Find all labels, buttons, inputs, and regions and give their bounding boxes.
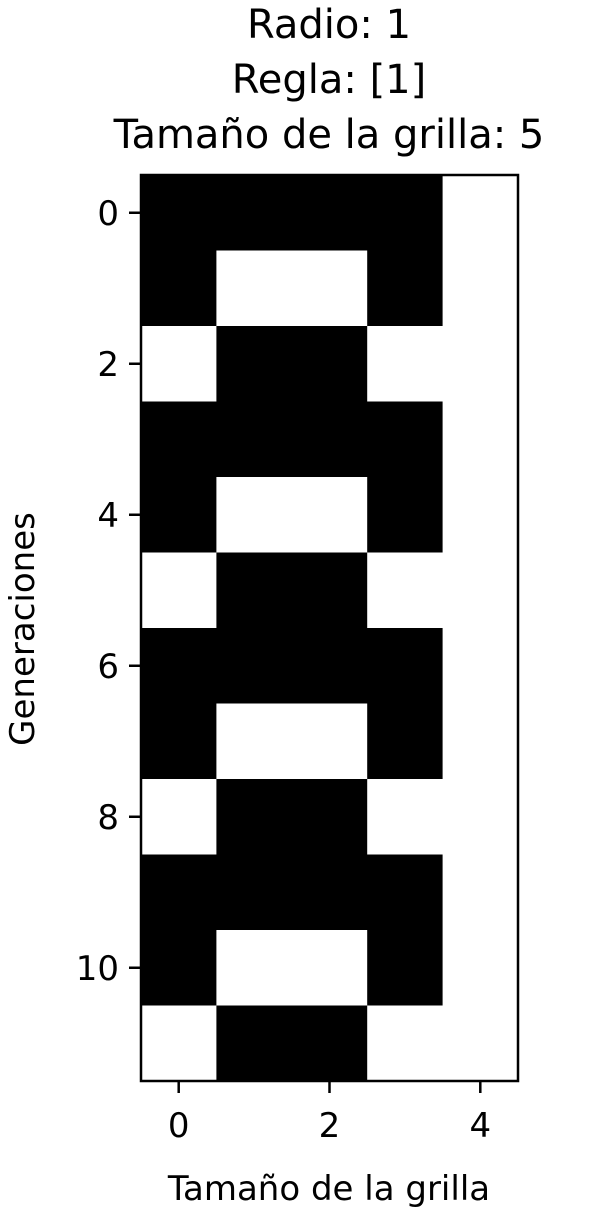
heatmap-cell-r11-c3 [367,1005,444,1082]
heatmap-cell-r0-c2 [291,175,368,252]
heatmap-cell-r5-c0 [141,552,217,629]
chart-title: Radio: 1 Regla: [1] Tamaño de la grilla:… [113,2,545,158]
heatmap-cell-r11-c2 [291,1005,368,1082]
heatmap-cell-r4-c2 [291,477,368,554]
heatmap-cell-r3-c2 [291,401,368,478]
heatmap-cell-r0-c1 [216,175,293,252]
heatmap-cell-r9-c0 [141,854,217,931]
heatmap-cell-r1-c4 [442,250,519,327]
heatmap-cell-r8-c2 [291,779,368,856]
y-tick-label: 10 [76,949,119,989]
heatmap-cell-r1-c3 [367,250,444,327]
y-tick-label: 8 [97,798,119,838]
heatmap-cell-r7-c0 [141,703,217,780]
heatmap-cell-r4-c4 [442,477,519,554]
heatmap-cell-r2-c1 [216,326,293,403]
heatmap-cell-r2-c3 [367,326,444,403]
heatmap-cell-r0-c4 [442,175,519,252]
x-tick-label: 4 [469,1106,491,1146]
y-axis-label: Generaciones [3,512,43,746]
heatmap-cell-r9-c3 [367,854,444,931]
heatmap-cell-r6-c0 [141,628,217,705]
heatmap-cell-r7-c2 [291,703,368,780]
heatmap-cell-r5-c4 [442,552,519,629]
heatmap-cell-r4-c1 [216,477,293,554]
heatmap-cell-r9-c2 [291,854,368,931]
heatmap-cell-r6-c3 [367,628,444,705]
y-tick-label: 4 [97,496,119,536]
heatmap-cell-r5-c2 [291,552,368,629]
heatmap-cell-r7-c3 [367,703,444,780]
heatmap-cell-r6-c4 [442,628,519,705]
heatmap-cell-r2-c2 [291,326,368,403]
heatmap-cell-r10-c2 [291,930,368,1007]
heatmap-cell-r7-c4 [442,703,519,780]
y-tick-label: 2 [97,345,119,385]
heatmap-cell-r8-c0 [141,779,217,856]
heatmap-cell-r3-c4 [442,401,519,478]
heatmap-cell-r4-c3 [367,477,444,554]
y-tick-label: 0 [97,194,119,234]
heatmap-cell-r11-c0 [141,1005,217,1082]
heatmap-cell-r2-c4 [442,326,519,403]
heatmap-cell-r8-c4 [442,779,519,856]
heatmap-cell-r3-c0 [141,401,217,478]
title-line-regla: Regla: [1] [232,57,426,103]
heatmap-cell-r10-c1 [216,930,293,1007]
heatmap-cells [141,175,519,1082]
heatmap-cell-r3-c3 [367,401,444,478]
x-axis-ticks: 0 2 4 [168,1081,491,1146]
heatmap-cell-r0-c3 [367,175,444,252]
heatmap-cell-r7-c1 [216,703,293,780]
heatmap-cell-r11-c1 [216,1005,293,1082]
heatmap-cell-r6-c2 [291,628,368,705]
heatmap-cell-r5-c3 [367,552,444,629]
heatmap-cell-r9-c1 [216,854,293,931]
x-tick-label: 0 [168,1106,190,1146]
heatmap-cell-r5-c1 [216,552,293,629]
heatmap-cell-r6-c1 [216,628,293,705]
heatmap-cell-r11-c4 [442,1005,519,1082]
y-tick-label: 6 [97,647,119,687]
heatmap-cell-r10-c3 [367,930,444,1007]
x-tick-label: 2 [319,1106,341,1146]
heatmap-cell-r2-c0 [141,326,217,403]
heatmap-cell-r10-c0 [141,930,217,1007]
heatmap-cell-r10-c4 [442,930,519,1007]
heatmap-cell-r8-c1 [216,779,293,856]
heatmap-cell-r1-c0 [141,250,217,327]
heatmap-cell-r0-c0 [141,175,217,252]
y-axis-ticks: 0 2 4 6 8 10 [76,194,141,989]
heatmap-cell-r8-c3 [367,779,444,856]
heatmap-cell-r1-c2 [291,250,368,327]
heatmap-cell-r9-c4 [442,854,519,931]
heatmap-cell-r4-c0 [141,477,217,554]
heatmap-cell-r1-c1 [216,250,293,327]
title-line-grid-size: Tamaño de la grilla: 5 [113,112,545,158]
title-line-radio: Radio: 1 [247,2,411,48]
x-axis-label: Tamaño de la grilla [167,1169,490,1209]
heatmap-cell-r3-c1 [216,401,293,478]
